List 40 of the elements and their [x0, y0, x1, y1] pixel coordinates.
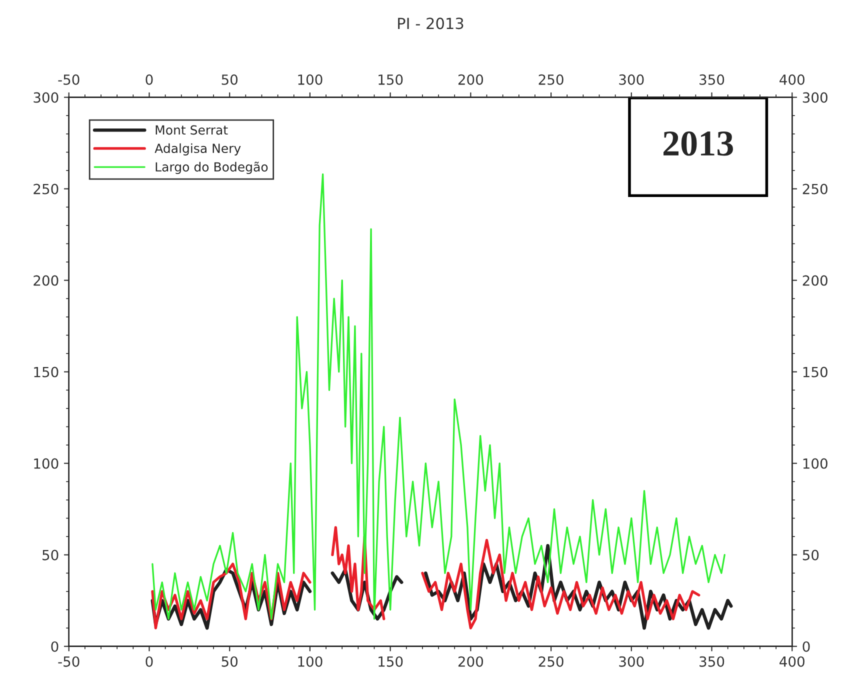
x2-tick-label: 200 — [458, 74, 484, 85]
x-tick-label: 0 — [146, 656, 153, 667]
x2-tick-label: 300 — [619, 74, 644, 85]
x2-tick-label: 400 — [780, 74, 804, 85]
y-tick-label: 200 — [34, 275, 58, 286]
y2-tick-label: 250 — [802, 184, 828, 194]
x2-tick-label: 0 — [146, 74, 153, 85]
y2-tick-label: 150 — [803, 366, 828, 378]
x-tick-label: -50 — [58, 656, 80, 667]
x-tick-label: 350 — [700, 656, 724, 667]
x2-tick-label: -50 — [58, 74, 80, 85]
legend-label: Largo do Bodegão — [156, 162, 268, 174]
y2-tick-label: 200 — [802, 275, 828, 286]
legend-label: Adalgisa Nery — [154, 143, 241, 156]
y-tick-label: 300 — [34, 92, 58, 103]
x2-tick-label: 100 — [298, 74, 322, 85]
y-tick-label: 50 — [42, 550, 58, 560]
line-series — [152, 173, 726, 620]
x2-tick-label: 150 — [378, 74, 403, 85]
y2-tick-label: 300 — [802, 92, 828, 103]
x-tick-label: 50 — [222, 656, 238, 667]
x-tick-label: 100 — [298, 656, 322, 667]
x-tick-label: 250 — [538, 656, 564, 667]
legend-label: Mont Serrat — [156, 125, 228, 135]
y-tick-label: 100 — [34, 458, 58, 469]
x-tick-label: 300 — [619, 656, 644, 667]
x-tick-label: 400 — [780, 656, 804, 667]
y2-tick-label: 0 — [802, 641, 810, 652]
y2-tick-label: 100 — [803, 458, 828, 469]
y2-tick-label: 50 — [802, 550, 819, 560]
x2-tick-label: 50 — [222, 74, 238, 85]
x2-tick-label: 250 — [538, 74, 564, 85]
y-tick-label: 250 — [34, 184, 58, 194]
y-tick-label: 150 — [34, 366, 58, 378]
chart-title: PI - 2013 — [398, 18, 464, 30]
y-tick-label: 0 — [51, 641, 58, 652]
x2-tick-label: 350 — [700, 74, 724, 85]
x-tick-label: 200 — [458, 656, 484, 667]
annotation: 2013 — [664, 131, 733, 156]
x-tick-label: 150 — [378, 656, 403, 667]
